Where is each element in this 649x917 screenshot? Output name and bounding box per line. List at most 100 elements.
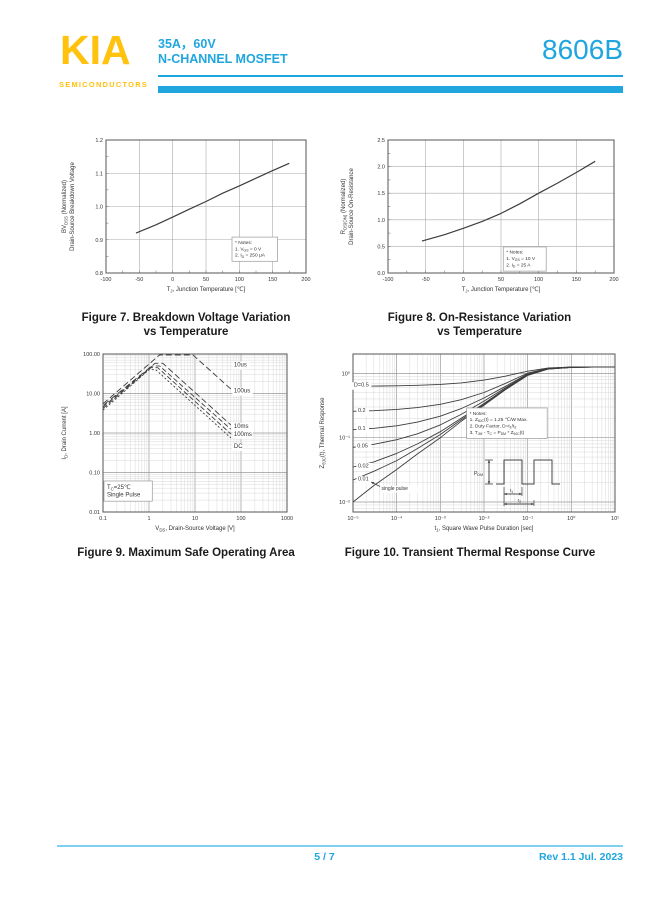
svg-text:0.2: 0.2 [358, 408, 366, 414]
svg-text:50: 50 [498, 277, 504, 283]
svg-text:BVDSS (Normalized): BVDSS (Normalized) [62, 180, 68, 233]
kia-logo: KIA [60, 27, 131, 73]
svg-text:1000: 1000 [281, 516, 293, 522]
figure10-caption: Figure 10. Transient Thermal Response Cu… [310, 546, 630, 560]
caption-line: vs Temperature [143, 326, 229, 338]
svg-text:10⁻⁴: 10⁻⁴ [391, 515, 403, 522]
svg-text:TC=25℃: TC=25℃ [107, 484, 131, 491]
footer-rule [57, 845, 623, 847]
svg-text:t1: t1 [510, 488, 513, 494]
svg-text:0.8: 0.8 [95, 271, 103, 277]
svg-text:150: 150 [572, 277, 581, 283]
svg-text:0.10: 0.10 [89, 471, 100, 477]
svg-text:VDS, Drain-Source Voltage [V]: VDS, Drain-Source Voltage [V] [155, 526, 235, 532]
svg-text:200: 200 [609, 277, 618, 283]
svg-text:10ms: 10ms [234, 424, 249, 430]
svg-text:0: 0 [171, 277, 174, 283]
svg-text:0.1: 0.1 [99, 516, 107, 522]
svg-text:1. VGS = 10 V: 1. VGS = 10 V [506, 256, 536, 262]
part-spec: 35A，60V [158, 37, 216, 51]
svg-text:2. Duty Factor, D=t1/t2: 2. Duty Factor, D=t1/t2 [470, 424, 517, 430]
caption-line: Figure 10. Transient Thermal Response Cu… [344, 547, 596, 559]
figure8-caption: Figure 8. On-Resistance Variation vs Tem… [336, 311, 623, 339]
figure7-chart: -100 -50 0 50 100 150 200 0.8 0.9 1.0 1.1 1.2 TJ, Ju… [57, 127, 315, 309]
svg-text:10⁻³: 10⁻³ [435, 516, 446, 522]
svg-text:1.00: 1.00 [89, 431, 100, 437]
svg-text:0.1: 0.1 [358, 426, 366, 432]
svg-text:DC: DC [234, 444, 243, 450]
svg-text:2. ID = 25 A: 2. ID = 25 A [506, 263, 531, 269]
svg-text:10⁻⁵: 10⁻⁵ [347, 515, 358, 522]
svg-text:1.2: 1.2 [95, 138, 103, 144]
svg-text:Drain-Source On-Resistance: Drain-Source On-Resistance [349, 167, 355, 244]
svg-text:0.01: 0.01 [89, 510, 100, 516]
svg-text:-50: -50 [422, 277, 430, 283]
page-number: 5 / 7 [314, 851, 335, 863]
svg-text:PDM: PDM [474, 471, 483, 477]
figure7-caption: Figure 7. Breakdown Voltage Variation vs… [57, 311, 315, 339]
caption-line: Figure 9. Maximum Safe Operating Area [77, 547, 295, 559]
svg-text:* Notes:: * Notes: [470, 411, 487, 417]
svg-text:100: 100 [235, 277, 244, 283]
caption-line: Figure 7. Breakdown Voltage Variation [81, 312, 291, 324]
svg-text:0.01: 0.01 [358, 477, 369, 483]
svg-text:2.5: 2.5 [377, 138, 385, 144]
svg-text:* Notes:: * Notes: [235, 240, 252, 246]
svg-text:10⁻¹: 10⁻¹ [522, 516, 533, 522]
svg-text:10¹: 10¹ [611, 516, 619, 522]
svg-text:single pulse: single pulse [382, 486, 409, 492]
svg-text:1. VGS = 0 V: 1. VGS = 0 V [235, 246, 262, 252]
svg-text:10⁻²: 10⁻² [339, 500, 350, 506]
svg-text:10us: 10us [234, 363, 247, 369]
svg-text:* Notes:: * Notes: [506, 250, 523, 256]
svg-text:10: 10 [192, 516, 198, 522]
svg-text:-100: -100 [100, 277, 111, 283]
svg-text:10.00: 10.00 [86, 392, 100, 398]
svg-text:D=0.5: D=0.5 [354, 383, 369, 389]
svg-text:3. TJM - TC = PDM * ZθJC(t): 3. TJM - TC = PDM * ZθJC(t) [470, 430, 525, 436]
svg-text:150: 150 [268, 277, 277, 283]
revision: Rev 1.1 Jul. 2023 [538, 851, 623, 863]
caption-line: vs Temperature [437, 326, 522, 338]
svg-text:0.02: 0.02 [358, 463, 369, 469]
svg-text:-50: -50 [135, 277, 143, 283]
svg-text:100ms: 100ms [234, 432, 252, 438]
svg-text:0: 0 [462, 277, 465, 283]
svg-text:0.0: 0.0 [377, 271, 385, 277]
figure8-chart: -100 -50 0 50 100 150 200 0.0 0.5 1.0 1.5 2.0 2.5 TJ,… [336, 127, 623, 309]
header-rule-thick [158, 86, 623, 93]
svg-text:TJ, Junction Temperature [℃]: TJ, Junction Temperature [℃] [167, 286, 246, 293]
logo-subtitle: SEMICONDUCTORS [59, 80, 149, 89]
svg-text:t1, Square Wave Pulse Duration: t1, Square Wave Pulse Duration [sec] [435, 526, 534, 532]
svg-text:50: 50 [203, 277, 209, 283]
svg-text:-100: -100 [382, 277, 393, 283]
caption-line: Figure 8. On-Resistance Variation [387, 312, 572, 324]
svg-text:2.0: 2.0 [377, 165, 385, 171]
svg-text:Single Pulse: Single Pulse [107, 493, 141, 499]
svg-text:1.1: 1.1 [95, 171, 103, 177]
svg-text:0.9: 0.9 [95, 238, 103, 244]
svg-text:RDS(ON) (Normalized): RDS(ON) (Normalized) [341, 179, 347, 235]
svg-text:100.00: 100.00 [83, 352, 100, 358]
svg-text:100: 100 [236, 516, 245, 522]
svg-text:0.5: 0.5 [377, 244, 385, 250]
figure9-chart: 0.1 1 10 100 1000 0.01 0.10 1.00 10.00 100.00 VDS,… [57, 344, 315, 544]
svg-text:TJ, Junction Temperature [℃]: TJ, Junction Temperature [℃] [462, 286, 541, 293]
svg-text:100us: 100us [234, 389, 250, 395]
header-rule-thin [158, 75, 623, 77]
svg-text:Drain-Source Breakdown Voltage: Drain-Source Breakdown Voltage [70, 161, 76, 250]
svg-text:1.0: 1.0 [377, 218, 385, 224]
svg-text:10⁻¹: 10⁻¹ [339, 436, 350, 442]
part-type: N-CHANNEL MOSFET [158, 52, 288, 66]
svg-text:1.5: 1.5 [377, 191, 385, 197]
figure9-caption: Figure 9. Maximum Safe Operating Area [45, 546, 327, 560]
svg-text:10⁻²: 10⁻² [479, 516, 490, 522]
svg-text:1.0: 1.0 [95, 205, 103, 211]
svg-text:1: 1 [147, 516, 150, 522]
svg-text:2. ID = 250 μA: 2. ID = 250 μA [235, 253, 266, 259]
svg-text:t2: t2 [518, 498, 521, 504]
svg-text:0.05: 0.05 [357, 444, 368, 450]
svg-text:200: 200 [301, 277, 310, 283]
svg-text:1. ZθJC(t) = 1.25 ℃/W Max.: 1. ZθJC(t) = 1.25 ℃/W Max. [470, 417, 528, 423]
